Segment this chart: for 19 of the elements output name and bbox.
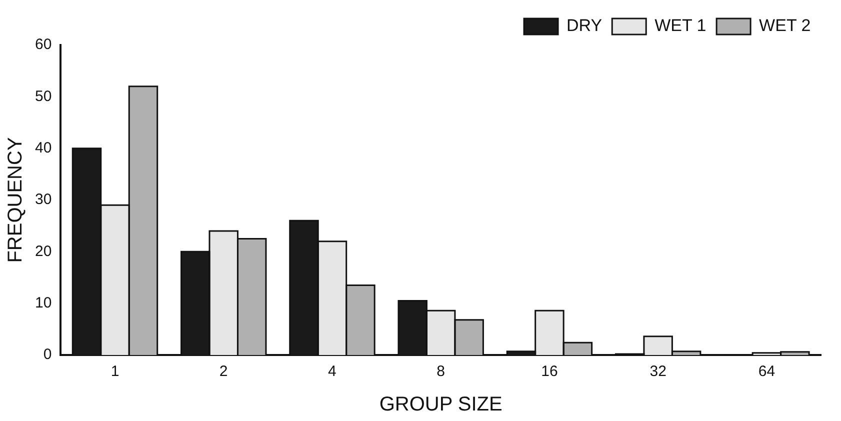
- x-tick-label: 2: [219, 363, 228, 380]
- y-tick-label: 30: [34, 191, 52, 208]
- y-axis-title: FREQUENCY: [4, 137, 27, 263]
- legend-label: DRY: [566, 16, 602, 36]
- legend-label: WET 2: [759, 16, 811, 36]
- y-tick-label: 50: [34, 88, 52, 105]
- y-tick-label: 60: [34, 36, 52, 54]
- y-tick-label: 10: [34, 294, 52, 312]
- x-tick-label: 64: [758, 363, 776, 380]
- x-tick-label: 4: [328, 363, 336, 380]
- x-axis-title: GROUP SIZE: [379, 394, 502, 416]
- legend-label: WET 1: [654, 16, 706, 36]
- y-tick-label: 20: [34, 242, 52, 260]
- y-tick-label: 0: [43, 346, 52, 364]
- y-tick-label: 40: [34, 139, 52, 156]
- x-tick-label: 16: [541, 363, 558, 380]
- x-tick-label: 1: [110, 363, 120, 380]
- x-tick-label: 32: [650, 363, 666, 380]
- x-tick-label: 8: [436, 363, 446, 380]
